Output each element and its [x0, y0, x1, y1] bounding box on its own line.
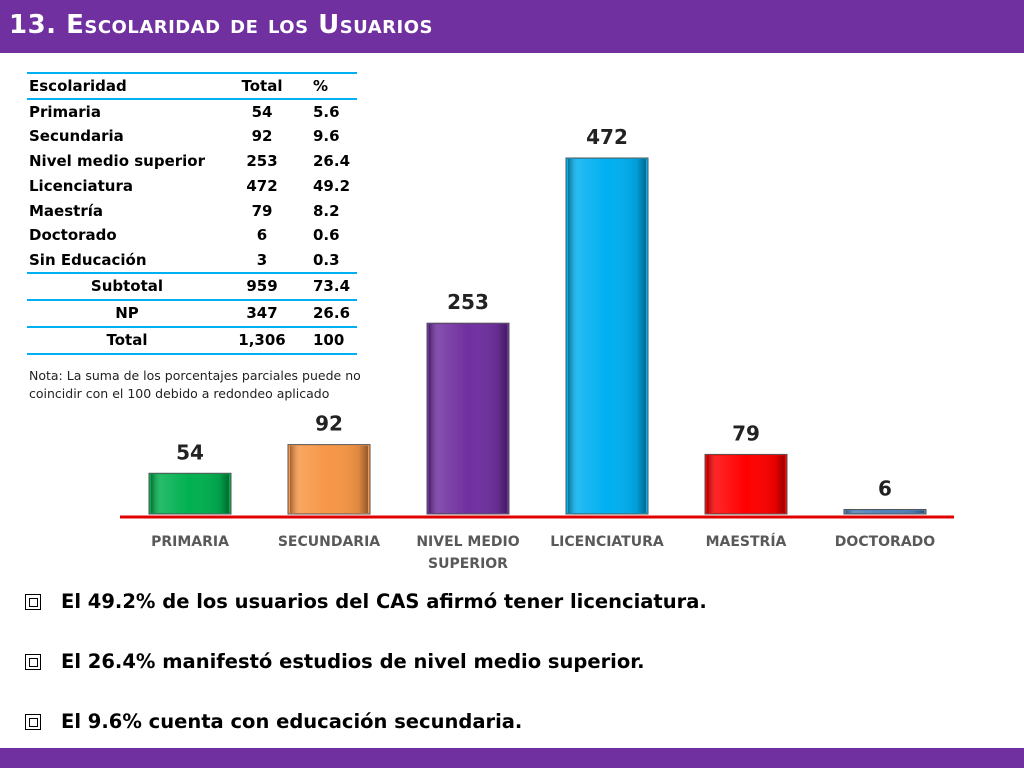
table-cell-percent: 73.4 [297, 272, 357, 301]
table-note: Nota: La suma de los porcentajes parcial… [29, 368, 361, 401]
bullet-item: El 26.4% manifestó estudios de nivel med… [25, 650, 645, 673]
bullet-text: El 26.4% manifestó estudios de nivel med… [61, 650, 645, 673]
table-cell-total: 3 [227, 247, 297, 274]
bar-data-label: 92 [315, 412, 343, 436]
bar-highlight [846, 510, 924, 513]
table-cell-percent: 26.4 [313, 151, 351, 170]
table-header-percent: % [297, 72, 357, 100]
table-row: Licenciatura 472 49.2 [27, 173, 357, 198]
table-cell-escolaridad: Maestría [29, 201, 103, 220]
table-summary-row: Subtotal 959 73.4 [27, 272, 357, 301]
table-cell-escolaridad: Sin Educación [27, 247, 227, 274]
table-cell-escolaridad: Licenciatura [29, 176, 133, 195]
bullet-text: El 49.2% de los usuarios del CAS afirmó … [61, 590, 707, 613]
table-cell-percent: 5.6 [313, 102, 340, 121]
table-cell-percent: 26.6 [297, 299, 357, 328]
table-cell-total: 253 [246, 151, 278, 170]
bullet-text: El 9.6% cuenta con educación secundaria. [61, 710, 523, 733]
bar-highlight [707, 455, 785, 513]
x-tick-label: LICENCIATURA [550, 534, 664, 550]
x-tick-label: PRIMARIA [151, 534, 229, 550]
table-cell-total: 347 [227, 299, 297, 328]
table-row: Secundaria 92 9.6 [27, 124, 357, 149]
bar-data-label: 79 [732, 421, 760, 445]
bullet-item: El 9.6% cuenta con educación secundaria. [25, 710, 522, 733]
checkbox-bullet-icon [25, 593, 41, 610]
bar-data-label: 253 [447, 290, 489, 314]
table-cell-total: 959 [227, 272, 297, 301]
table-header-total: Total [227, 72, 297, 100]
table-cell-total: 54 [251, 102, 273, 121]
table-cell-percent: 8.2 [313, 201, 340, 220]
bar-highlight [568, 159, 646, 513]
escolaridad-table: Escolaridad Total % Primaria 54 5.6 Secunda… [27, 72, 357, 355]
bar-highlight [151, 474, 229, 513]
table-summary-row: NP 347 26.6 [27, 299, 357, 328]
bullet-item: El 49.2% de los usuarios del CAS afirmó … [25, 590, 707, 613]
bar-data-label: 54 [176, 440, 204, 464]
slide-title: 13. Escolaridad de los Usuarios [9, 10, 433, 40]
bar-data-label: 472 [586, 125, 628, 149]
table-cell-percent: 100 [297, 326, 357, 355]
table-row: Primaria 54 5.6 [27, 99, 357, 124]
table-cell-escolaridad: Secundaria [29, 127, 124, 146]
table-cell-percent: 0.6 [313, 226, 340, 245]
table-row: Maestría 79 8.2 [27, 198, 357, 223]
checkbox-bullet-icon [25, 653, 41, 670]
checkbox-bullet-icon [25, 713, 41, 730]
table-row: Doctorado 6 0.6 [27, 223, 357, 248]
x-tick-label: SECUNDARIA [278, 534, 380, 550]
table-cell-total: 92 [251, 127, 273, 146]
x-tick-label: MAESTRÍA [706, 533, 787, 550]
table-cell-total: 472 [246, 176, 278, 195]
table-summary-label: NP [27, 299, 227, 328]
x-tick-label: NIVEL MEDIO [416, 534, 519, 550]
x-tick-label: DOCTORADO [835, 534, 935, 550]
bar-highlight [429, 324, 507, 513]
table-summary-label: Total [27, 326, 227, 355]
x-tick-label: SUPERIOR [428, 556, 508, 572]
table-cell-percent: 49.2 [313, 176, 351, 195]
table-cell-escolaridad: Doctorado [29, 226, 117, 245]
table-cell-percent: 9.6 [313, 127, 340, 146]
title-bar: 13. Escolaridad de los Usuarios [0, 0, 1024, 53]
table-cell-percent: 0.3 [297, 247, 357, 274]
table-row: Nivel medio superior 253 26.4 [27, 149, 357, 174]
table-cell-total: 6 [256, 226, 268, 245]
table-cell-total: 79 [251, 201, 273, 220]
table-header-row: Escolaridad Total % [27, 72, 357, 100]
bottom-bar [0, 748, 1024, 768]
table-cell-escolaridad: Nivel medio superior [29, 151, 205, 170]
bar-data-label: 6 [878, 476, 892, 500]
bar-highlight [290, 445, 368, 513]
table-row: Sin Educación 3 0.3 [27, 247, 357, 274]
table-cell-escolaridad: Primaria [29, 102, 101, 121]
table-summary-row: Total 1,306 100 [27, 326, 357, 355]
table-summary-label: Subtotal [27, 272, 227, 301]
table-cell-total: 1,306 [227, 326, 297, 355]
table-header-escolaridad: Escolaridad [27, 72, 227, 100]
bar-chart: 54 92 253 472 79 6 PRIMARIA SECUNDARIA NIVEL ME… [120, 125, 954, 572]
